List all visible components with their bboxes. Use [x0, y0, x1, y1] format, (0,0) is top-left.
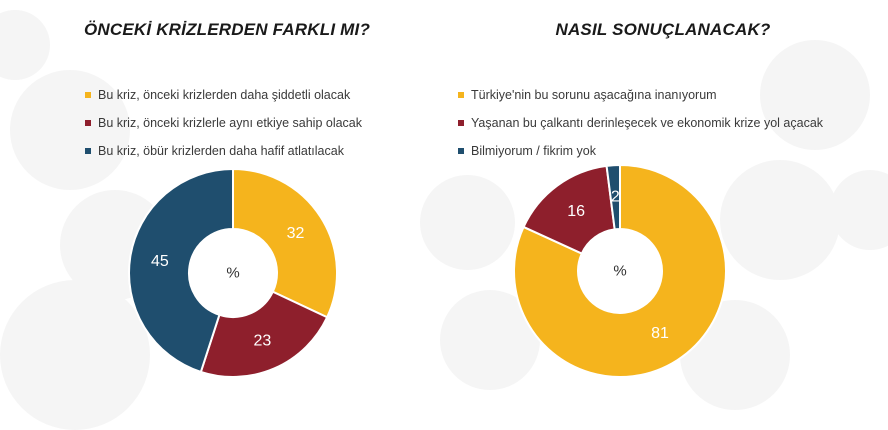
legend-label: Bu kriz, öbür krizlerden daha hafif atla… [98, 144, 344, 158]
data-label: 45 [151, 253, 169, 270]
chart-title: ÖNCEKİ KRİZLERDEN FARKLI MI? [83, 20, 371, 39]
chart-panel-right: NASIL SONUÇLANACAK? Türkiye'nin bu sorun… [444, 0, 888, 410]
data-label: 81 [651, 325, 669, 342]
legend-label: Bilmiyorum / fikrim yok [471, 144, 597, 158]
legend: Bu kriz, önceki krizlerden daha şiddetli… [85, 87, 362, 171]
background-circle [420, 175, 515, 270]
donut-chart: 32 23 45% [128, 167, 338, 378]
background-circle [720, 160, 840, 280]
background-circle [10, 70, 130, 190]
background-circle [830, 170, 888, 250]
legend-item: Türkiye'nin bu sorunu aşacağına inanıyor… [458, 87, 823, 103]
donut-slice [128, 167, 234, 374]
legend-item: Bu kriz, önceki krizlerle aynı etkiye sa… [85, 115, 362, 131]
legend-label: Türkiye'nin bu sorunu aşacağına inanıyor… [471, 88, 717, 102]
legend-swatch [458, 148, 464, 154]
legend-item: Yaşanan bu çalkantı derinleşecek ve ekon… [458, 115, 823, 131]
donut-slice [605, 163, 621, 231]
data-label: 23 [253, 332, 271, 349]
center-label: % [226, 265, 239, 282]
background-circle [760, 40, 870, 150]
donut-slice [522, 164, 616, 255]
legend-item: Bu kriz, önceki krizlerden daha şiddetli… [85, 87, 362, 103]
legend-item: Bu kriz, öbür krizlerden daha hafif atla… [85, 143, 362, 159]
legend: Türkiye'nin bu sorunu aşacağına inanıyor… [458, 87, 823, 171]
center-label: % [613, 263, 626, 280]
chart-panel-left: ÖNCEKİ KRİZLERDEN FARKLI MI? Bu kriz, ön… [0, 0, 444, 410]
donut-chart: 81 16 2% [513, 163, 727, 378]
data-label: 16 [567, 203, 585, 220]
data-label: 2 [611, 189, 620, 206]
chart-title: NASIL SONUÇLANACAK? [555, 20, 771, 39]
legend-swatch [458, 92, 464, 98]
legend-label: Bu kriz, önceki krizlerden daha şiddetli… [98, 88, 351, 102]
legend-swatch [85, 120, 91, 126]
legend-label: Bu kriz, önceki krizlerle aynı etkiye sa… [98, 116, 363, 130]
legend-item: Bilmiyorum / fikrim yok [458, 143, 823, 159]
donut-slice [513, 163, 727, 378]
data-label: 32 [287, 225, 305, 242]
legend-swatch [458, 120, 464, 126]
legend-swatch [85, 92, 91, 98]
donut-slice [199, 290, 329, 378]
background-circle [0, 280, 150, 430]
legend-label: Yaşanan bu çalkantı derinleşecek ve ekon… [471, 116, 824, 130]
legend-swatch [85, 148, 91, 154]
donut-slice [232, 167, 338, 319]
